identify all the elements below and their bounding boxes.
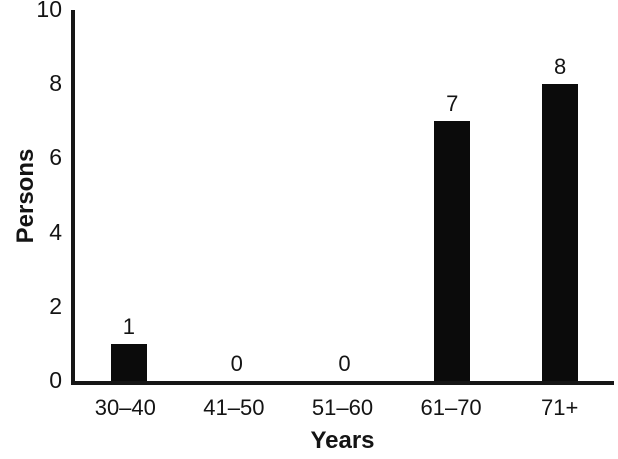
y-tick-label-6: 6 [49,144,62,171]
bar-value-label: 1 [122,313,136,339]
x-category-label: 71+ [541,395,579,420]
bar-slot-4: 7 [398,10,506,381]
plot-area: 1 0 0 7 8 [71,10,614,385]
x-category-label: 61–70 [420,395,482,420]
bar-value-label: 0 [230,351,243,376]
bars-container: 1 0 0 7 8 [75,10,614,381]
bar-slot-5: 8 [506,10,614,381]
y-tick-label-4: 4 [49,218,62,245]
x-axis-title: Years [310,427,375,454]
bar-value-label: 7 [446,91,459,117]
y-tick-label-0: 0 [49,367,62,394]
bar-slot-3: 0 [291,10,399,381]
y-tick-label-2: 2 [49,292,62,319]
x-category-label: 51–60 [311,395,374,420]
x-axis-category-labels: 30–40 41–50 51–60 61–70 71+ [71,397,614,419]
x-category-label: 41–50 [203,395,265,420]
x-category-label: 30–40 [94,395,156,420]
bar-1 [110,343,147,381]
bar-4 [434,121,471,381]
y-tick-label-10: 10 [36,0,62,23]
bar-value-label: 8 [553,54,567,80]
bar-slot-1: 1 [75,10,183,381]
bar-slot-2: 0 [183,10,291,381]
bar-5 [542,84,579,381]
bar-value-label: 0 [338,351,351,376]
y-axis-tick-labels: 0 2 4 6 8 10 [0,0,62,459]
y-tick-label-8: 8 [49,70,62,97]
